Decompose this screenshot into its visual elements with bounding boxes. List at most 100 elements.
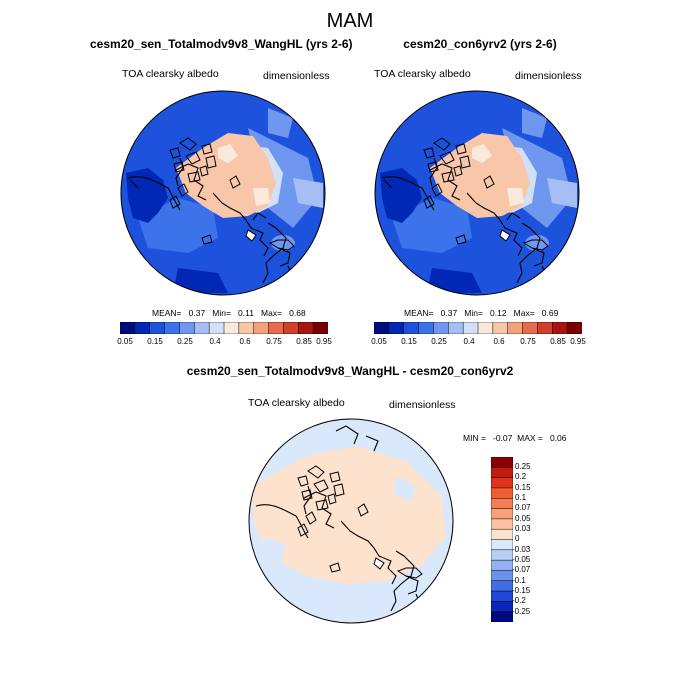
diff-colorbar-tick: 0.05 (515, 514, 531, 523)
panel-3-variable-label: TOA clearsky albedo (248, 397, 345, 409)
panel-3-min-value: -0.07 (493, 433, 513, 443)
map-boundary (374, 90, 580, 296)
mid-albedo-region (522, 108, 547, 138)
difference-colorbar (491, 457, 513, 622)
colorbar-swatch (566, 322, 582, 334)
colorbar-swatch (164, 322, 180, 334)
colorbar-swatch (491, 467, 513, 479)
scandinavia-outline (522, 239, 549, 251)
colorbar-swatch (223, 322, 240, 334)
colorbar-swatch (491, 559, 513, 571)
colorbar-swatch (491, 508, 513, 520)
iceland (245, 229, 257, 242)
colorbar-1-tick: 0.95 (316, 337, 332, 346)
panel-1-max-label: Max= (261, 308, 283, 318)
panel-3-title: cesm20_sen_Totalmodv9v8_WangHL - cesm20_… (186, 364, 514, 378)
colorbar-swatch (120, 322, 136, 334)
colorbar-swatch (149, 322, 166, 334)
colorbar-swatch (403, 322, 420, 334)
colorbar-2-tick: 0.4 (463, 337, 475, 346)
mid-albedo-region (547, 178, 577, 208)
colorbar-2-tick: 0.75 (520, 337, 536, 346)
colorbar-swatch (491, 601, 513, 613)
colorbar-swatch (507, 322, 524, 334)
colorbar-2-tick: 0.15 (401, 337, 417, 346)
panel-3-max-value: 0.06 (549, 433, 567, 443)
panel-2-map (374, 90, 580, 296)
colorbar-swatch (208, 322, 225, 334)
coastline (381, 157, 548, 294)
colorbar-swatch (312, 322, 328, 334)
diff-colorbar-tick: 0.1 (515, 493, 527, 502)
panel-2-max-value: 0.69 (541, 308, 559, 318)
panel-2-title: cesm20_con6yrv2 (yrs 2-6) (403, 37, 557, 51)
colorbar-swatch (283, 322, 299, 334)
colorbar-swatch (491, 498, 513, 510)
diff-colorbar-tick: -0.03 (512, 545, 531, 554)
mid-albedo-region (268, 108, 293, 138)
panel-1-max-value: 0.68 (289, 308, 306, 318)
near-zero-negative (261, 536, 286, 561)
diff-colorbar-tick: -0.07 (512, 565, 531, 574)
diff-colorbar-tick: 0.07 (515, 503, 531, 512)
colorbar-swatch (491, 528, 513, 541)
panel-2-units-label: dimensionless (515, 70, 582, 82)
colorbar-swatch (491, 477, 513, 489)
panel-1-mean-label: MEAN= (152, 308, 182, 318)
panel-2-min-value: 0.12 (490, 308, 507, 318)
panel-2-variable-label: TOA clearsky albedo (374, 68, 471, 80)
panel-2-colorbar (374, 322, 582, 334)
colorbar-1-tick: 0.85 (296, 337, 312, 346)
scandinavia-outline (396, 567, 423, 579)
panel-1-min-label: Min= (212, 308, 231, 318)
colorbar-swatch (491, 570, 513, 582)
iceland (373, 557, 385, 570)
colorbar-1-tick: 0.75 (266, 337, 282, 346)
panel-2-mean-value: 0.37 (440, 308, 458, 318)
colorbar-swatch (491, 539, 513, 551)
diff-colorbar-tick: -0.1 (512, 576, 526, 585)
panel-1-units-label: dimensionless (263, 70, 330, 82)
colorbar-swatch (491, 590, 513, 602)
canadian-archipelago (423, 137, 471, 183)
colorbar-swatch (522, 322, 538, 334)
canadian-archipelago (297, 465, 345, 511)
near-zero-negative (394, 476, 416, 501)
colorbar-swatch (374, 322, 390, 334)
colorbar-2-tick: 0.95 (570, 337, 586, 346)
colorbar-swatch (238, 322, 255, 334)
colorbar-swatch (134, 322, 151, 334)
diff-colorbar-tick: -0.25 (512, 607, 531, 616)
colorbar-swatch (298, 322, 314, 334)
panel-3-min-label: MIN = (463, 433, 486, 443)
ocean-low-albedo (380, 168, 422, 223)
colorbar-swatch (462, 322, 479, 334)
panel-1-colorbar (120, 322, 328, 334)
diff-colorbar-tick: 0.03 (515, 524, 531, 533)
colorbar-swatch (537, 322, 553, 334)
colorbar-2-tick: 0.85 (550, 337, 566, 346)
colorbar-swatch (433, 322, 449, 334)
colorbar-swatch (418, 322, 434, 334)
colorbar-2-tick: 0.6 (493, 337, 505, 346)
sea-ice-high-albedo (430, 133, 530, 218)
diff-colorbar-tick: -0.05 (512, 555, 531, 564)
ocean-low-albedo (126, 168, 168, 223)
colorbar-1-tick: 0.6 (239, 337, 251, 346)
sea-ice-high-albedo (472, 144, 492, 163)
colorbar-swatch (179, 322, 195, 334)
colorbar-swatch (388, 322, 405, 334)
diff-colorbar-tick: -0.2 (512, 596, 526, 605)
colorbar-2-tick: 0.25 (431, 337, 447, 346)
colorbar-swatch (477, 322, 494, 334)
colorbar-swatch (491, 611, 513, 622)
colorbar-swatch (194, 322, 210, 334)
diff-colorbar-tick: 0.2 (515, 472, 527, 481)
colorbar-swatch (491, 549, 513, 561)
panel-1-min-value: 0.11 (238, 308, 254, 318)
colorbar-1-tick: 0.25 (177, 337, 193, 346)
canadian-archipelago (169, 137, 217, 183)
ocean-low-albedo (427, 268, 482, 293)
colorbar-1-tick: 0.15 (147, 337, 163, 346)
islands (297, 503, 369, 573)
